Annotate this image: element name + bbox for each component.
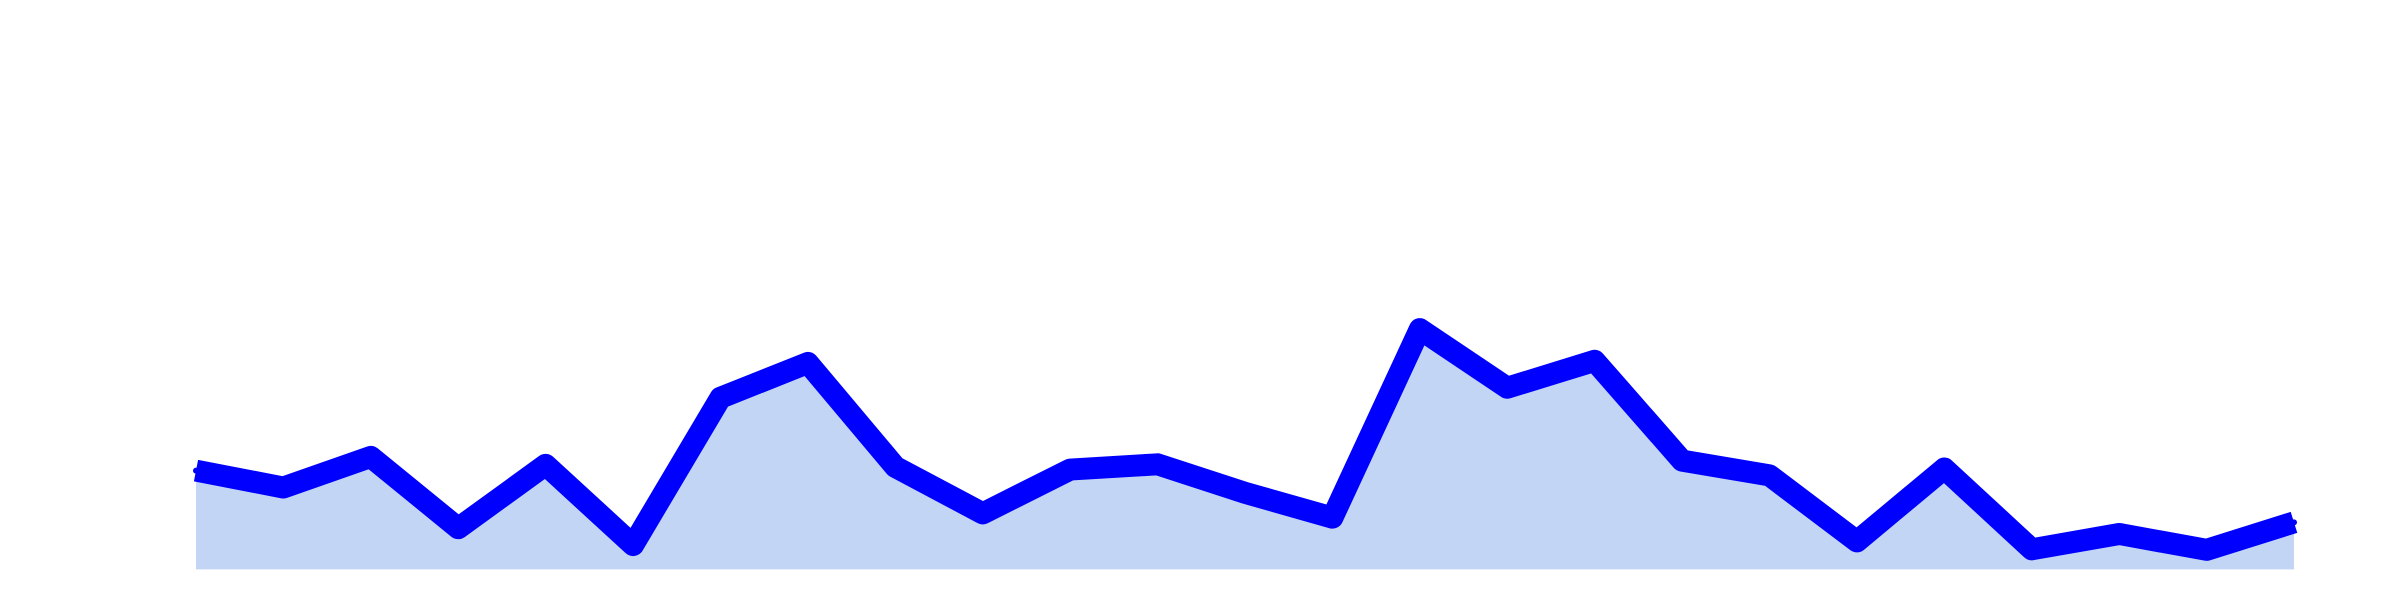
data-point [280, 484, 287, 491]
data-point [2028, 546, 2035, 553]
data-point [455, 525, 462, 532]
data-point [2203, 546, 2210, 553]
data-point [892, 463, 899, 470]
data-point [630, 542, 637, 549]
data-point [1242, 489, 1248, 496]
data-point [1853, 538, 1860, 545]
data-point [804, 359, 811, 366]
data-point [542, 461, 549, 468]
data-point [193, 467, 199, 474]
data-point [2291, 519, 2297, 526]
data-point [1416, 326, 1423, 333]
data-point [1067, 466, 1074, 473]
data-point [2116, 530, 2123, 537]
area-fill-layer [196, 329, 2294, 570]
data-point [367, 453, 374, 460]
area-fill [196, 329, 2294, 570]
data-point [979, 510, 986, 517]
data-point [1766, 472, 1773, 479]
data-point [1329, 514, 1336, 521]
data-point [1504, 384, 1511, 391]
data-point [1591, 357, 1598, 364]
data-point [1941, 465, 1948, 472]
data-point [717, 394, 724, 401]
data-point [1679, 457, 1686, 464]
data-point [1154, 461, 1161, 468]
data-point-layer [193, 326, 2297, 553]
